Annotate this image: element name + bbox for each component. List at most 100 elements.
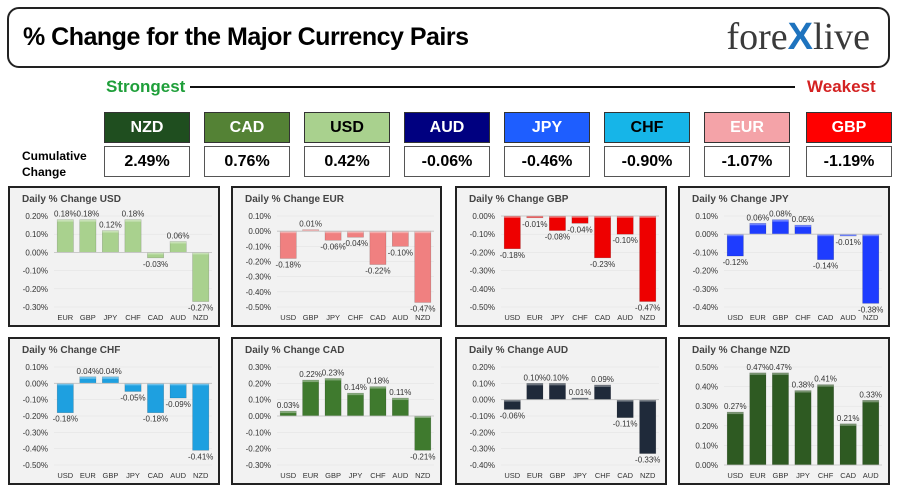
x-tick-label: USD [727,471,743,480]
bar [347,392,364,417]
y-tick-label: 0.40% [695,383,718,392]
y-tick-label: -0.30% [470,445,495,454]
data-label: -0.12% [723,258,748,267]
bar-highlight [617,216,634,218]
y-tick-label: 0.20% [695,422,718,431]
bar [169,383,187,399]
bar-highlight [749,223,766,226]
bar-highlight [392,231,409,234]
data-label: -0.33% [635,456,660,465]
data-label: 0.33% [859,390,882,399]
data-label: -0.14% [813,262,838,271]
bar-highlight [147,252,164,255]
weakest-label: Weakest [807,77,876,96]
data-label: -0.01% [835,238,860,247]
bar [279,230,297,259]
x-tick-label: USD [727,313,743,322]
y-tick-label: -0.10% [470,412,495,421]
x-tick-label: CAD [370,313,386,322]
bar [192,252,210,302]
bar [817,233,834,260]
cumulative-change-cell: 0.76% [204,146,290,177]
x-tick-label: NZD [415,313,431,322]
data-label: -0.47% [410,304,435,313]
bar-highlight [280,231,297,234]
bar-highlight [817,384,834,387]
bar-highlight [57,219,74,222]
data-label: -0.04% [567,225,592,234]
bar-highlight [302,380,319,383]
y-tick-label: 0.00% [472,396,495,405]
data-label: -0.18% [53,415,78,424]
y-tick-label: 0.20% [472,363,495,372]
data-label: 0.47% [769,363,792,372]
bar-highlight [79,219,96,222]
bar [369,386,387,417]
bar-highlight [549,216,566,218]
bar-highlight [772,219,789,222]
y-tick-label: -0.10% [246,242,271,251]
bar-highlight [192,252,209,255]
bar [772,372,789,466]
x-tick-label: USD [504,313,520,322]
chart-panel: Daily % Change NZD 0.50% 0.40% 0.30% 0.20% 0.… [678,337,890,485]
cumulative-label-line2: Change [22,165,67,179]
bar [616,399,634,418]
x-tick-label: CHF [818,471,834,480]
data-label: 0.05% [792,215,815,224]
chart-panel: Daily % Change USD 0.20% 0.10% 0.00% -0.10% -… [8,186,220,327]
y-tick-label: -0.20% [470,428,495,437]
data-label: -0.18% [500,251,525,260]
data-label: -0.38% [858,305,883,314]
bar [794,390,812,466]
y-tick-label: -0.50% [470,303,495,312]
data-label: -0.11% [613,420,638,429]
y-tick-label: 0.00% [695,461,718,470]
y-tick-label: -0.20% [23,412,48,421]
currency-code-cell: USD [304,112,390,143]
cumulative-change-cell: -0.06% [404,146,490,177]
logo-text-right: live [813,16,870,58]
chart-title: Daily % Change USD [22,194,121,205]
y-tick-label: -0.10% [246,428,271,437]
page-title: % Change for the Major Currency Pairs [23,23,469,51]
x-tick-label: AUD [617,313,633,322]
data-label: -0.06% [320,242,345,251]
x-tick-label: JPY [349,471,363,480]
bar-highlight [639,399,656,402]
x-tick-label: NZD [193,313,209,322]
cumulative-change-cell: 0.42% [304,146,390,177]
data-label: 0.08% [769,210,792,219]
y-tick-label: -0.20% [246,445,271,454]
currency-code-cell: GBP [806,112,892,143]
x-tick-label: GBP [550,471,566,480]
bar [616,215,634,235]
y-tick-label: -0.30% [693,285,718,294]
data-label: 0.22% [299,370,322,379]
bar-highlight [817,234,834,237]
bar [594,384,611,400]
x-tick-label: CHF [370,471,386,480]
x-tick-label: CAD [840,471,856,480]
bar-highlight [840,423,857,426]
data-label: -0.47% [635,304,660,313]
x-tick-label: EUR [303,471,319,480]
bar-highlight [749,372,766,375]
data-label: -0.01% [522,220,547,229]
bar-highlight [124,383,142,386]
bar [862,400,880,466]
x-tick-label: GBP [773,471,789,480]
bar-highlight [102,230,119,233]
y-tick-label: 0.20% [248,379,271,388]
x-tick-label: EUR [750,471,766,480]
bar-highlight [324,231,342,234]
bar [639,215,657,302]
strength-scale-line [190,86,795,88]
data-label: 0.11% [389,388,411,397]
x-tick-label: JPY [551,313,565,322]
bar-chart: 0.10% 0.00% -0.10% -0.20% -0.30% -0.40% -0.50%… [23,363,214,480]
bar [549,383,566,400]
bar-highlight [170,383,187,386]
x-tick-label: NZD [640,471,656,480]
x-tick-label: AUD [170,471,186,480]
